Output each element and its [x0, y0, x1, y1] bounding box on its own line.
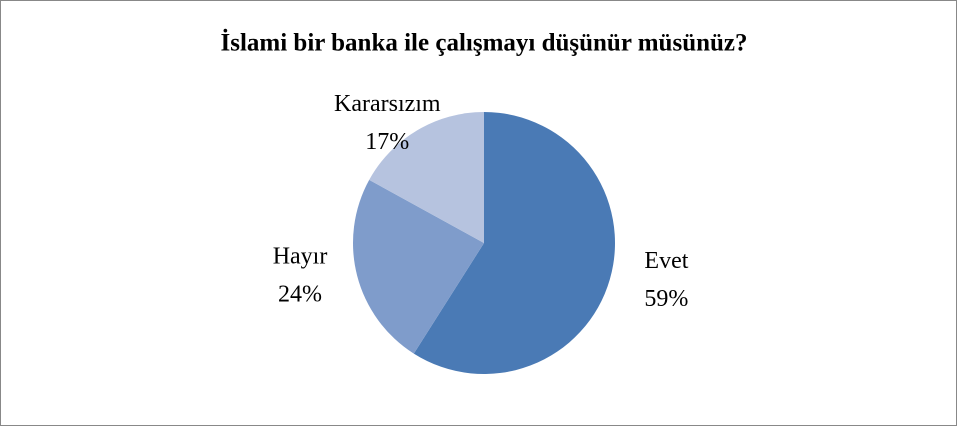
slice-value-label: 24%: [278, 282, 322, 308]
pie-slice: [369, 112, 484, 243]
slice-category-label: Hayır: [273, 244, 328, 270]
slice-category-label: Evet: [644, 248, 688, 274]
slice-value-label: 17%: [365, 129, 409, 155]
pie-slice: [413, 112, 615, 374]
pie-slice: [353, 179, 484, 354]
slice-category-label: Kararsızım: [334, 91, 441, 117]
chart-title: İslami bir banka ile çalışmayı düşünür m…: [220, 29, 747, 57]
slice-value-label: 59%: [644, 286, 688, 312]
